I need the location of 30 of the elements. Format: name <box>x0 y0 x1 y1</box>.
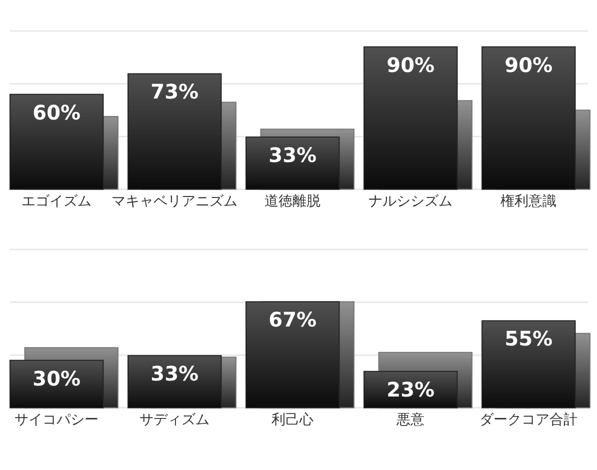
data-label: 55% <box>504 326 553 351</box>
bar <box>482 320 576 408</box>
bar <box>10 94 104 190</box>
data-label: 23% <box>386 377 435 402</box>
data-label: 33% <box>150 362 199 386</box>
data-label: 90% <box>504 52 553 77</box>
x-tick-label: エゴイズム <box>22 193 92 210</box>
bar <box>246 301 340 408</box>
x-tick-label: 利己心 <box>272 412 314 428</box>
x-tick-label: 悪意 <box>396 412 425 428</box>
bar <box>128 355 222 408</box>
data-label: 73% <box>150 80 199 104</box>
data-label: 30% <box>32 366 81 390</box>
bar <box>128 73 222 190</box>
x-tick-label: ダークコア合計 <box>480 412 578 428</box>
bar <box>364 46 458 190</box>
x-tick-label: サイコパシー <box>14 412 99 428</box>
bar <box>10 360 104 408</box>
data-label: 33% <box>268 143 317 168</box>
x-tick-label: マキャベリアニズム <box>112 193 238 210</box>
data-label: 90% <box>386 52 435 77</box>
x-tick-label: サディズム <box>140 412 210 428</box>
x-tick-label: 権利意識 <box>500 193 557 210</box>
x-tick-label: ナルシシズム <box>368 193 453 210</box>
bar <box>482 46 576 190</box>
data-label: 60% <box>32 100 81 124</box>
x-tick-label: 道徳離脱 <box>264 193 321 210</box>
bar <box>246 136 340 190</box>
data-label: 67% <box>268 308 317 332</box>
bar <box>364 370 458 408</box>
